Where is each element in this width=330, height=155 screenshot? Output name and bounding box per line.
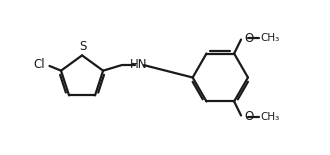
Text: O: O xyxy=(244,32,253,45)
Text: Cl: Cl xyxy=(33,58,45,71)
Text: S: S xyxy=(79,40,86,53)
Text: HN: HN xyxy=(130,58,147,71)
Text: CH₃: CH₃ xyxy=(260,112,280,122)
Text: O: O xyxy=(244,110,253,123)
Text: CH₃: CH₃ xyxy=(260,33,280,43)
